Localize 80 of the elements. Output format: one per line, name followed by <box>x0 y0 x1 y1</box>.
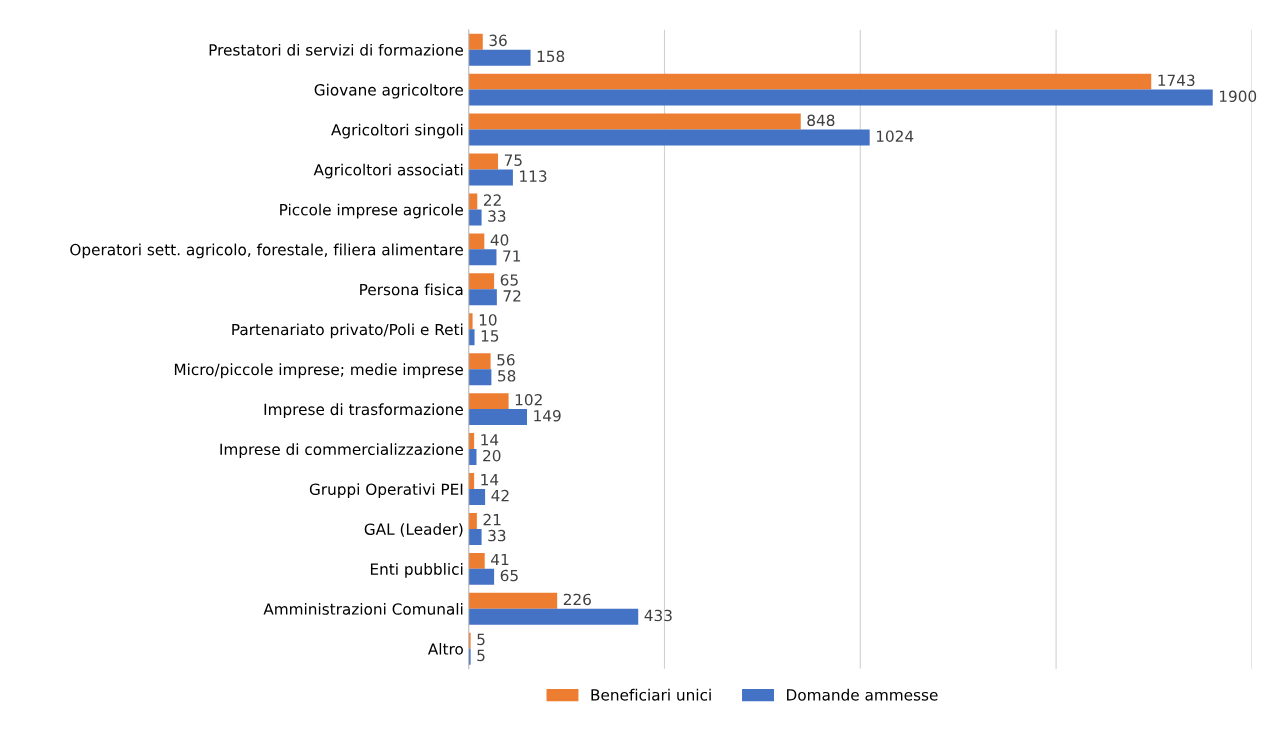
data-label: 14 <box>481 434 499 446</box>
data-label: 65 <box>500 274 518 286</box>
y-tick-label: Altro <box>427 642 463 655</box>
bar <box>468 488 486 505</box>
data-label: 10 <box>479 314 497 326</box>
bar <box>468 89 1213 106</box>
y-tick-label: Imprese di trasformazione <box>264 403 463 419</box>
bar <box>468 33 483 50</box>
bar <box>468 233 485 250</box>
data-label: 14 <box>481 474 499 486</box>
data-label: 65 <box>500 569 518 582</box>
data-label: 42 <box>491 489 509 502</box>
y-tick-label: GAL (Leader) <box>364 523 463 537</box>
bar <box>468 313 473 330</box>
data-label: 56 <box>497 354 515 366</box>
data-label: 5 <box>477 633 485 646</box>
bar <box>468 369 492 386</box>
legend-label: Domande ammesse <box>787 688 938 701</box>
data-label: 20 <box>483 449 501 462</box>
bar <box>468 169 513 186</box>
bar <box>468 193 478 210</box>
bar <box>468 528 482 545</box>
data-label: 149 <box>534 409 561 422</box>
data-label: 848 <box>807 114 835 127</box>
y-tick-label: Partenariato privato/Poli e Reti <box>232 323 463 339</box>
data-label: 1900 <box>1219 90 1257 103</box>
data-label: 75 <box>504 154 522 166</box>
bar <box>468 73 1152 90</box>
data-label: 22 <box>483 194 501 206</box>
bar <box>468 433 475 450</box>
bar <box>468 409 528 426</box>
data-label: 226 <box>563 593 591 606</box>
bar <box>468 289 497 306</box>
bar <box>468 273 495 290</box>
y-tick-label: Gruppi Operativi PEI <box>309 483 463 498</box>
bar <box>468 249 497 266</box>
data-label: 102 <box>515 394 542 406</box>
y-tick-label: Micro/piccole imprese; medie imprese <box>174 363 463 379</box>
data-label: 433 <box>644 609 672 622</box>
bar <box>468 129 870 146</box>
y-tick-label: Imprese di commercializzazione <box>220 443 463 459</box>
y-tick-label: Agricoltori associati <box>313 163 463 179</box>
y-tick-label: Prestatori di servizi di formazione <box>209 43 463 56</box>
data-label: 5 <box>477 649 485 662</box>
data-label: 36 <box>489 34 507 47</box>
data-label: 41 <box>491 553 509 566</box>
data-label: 15 <box>481 330 499 342</box>
bar <box>468 552 485 569</box>
data-label: 72 <box>503 290 521 302</box>
bar <box>468 153 499 170</box>
bar <box>468 209 482 226</box>
data-label: 71 <box>503 250 521 262</box>
y-tick-label: Giovane agricoltore <box>314 83 463 99</box>
bar <box>468 329 475 346</box>
bar <box>468 473 475 489</box>
bar <box>468 608 639 625</box>
data-label: 21 <box>483 513 501 526</box>
y-tick-label: Amministrazioni Comunali <box>263 602 463 615</box>
bar <box>468 449 477 466</box>
y-tick-label: Enti pubblici <box>370 563 463 578</box>
data-label: 58 <box>498 370 516 382</box>
bar <box>468 592 558 609</box>
bar <box>468 113 801 130</box>
data-label: 113 <box>520 170 547 182</box>
data-label: 158 <box>537 50 565 63</box>
legend-label: Beneficiari unici <box>591 688 711 701</box>
data-label: 33 <box>488 529 506 542</box>
bar <box>468 568 495 585</box>
y-tick-label: Operatori sett. agricolo, forestale, filiera alimentare <box>70 243 463 259</box>
y-tick-label: Agricoltori singoli <box>331 123 463 139</box>
data-label: 33 <box>488 210 506 222</box>
data-label: 1743 <box>1158 74 1195 87</box>
data-label: 1024 <box>876 130 914 142</box>
bar <box>468 393 509 410</box>
y-tick-label: Piccole imprese agricole <box>280 203 463 219</box>
y-tick-label: Persona fisica <box>360 283 463 296</box>
bar <box>468 49 531 66</box>
data-label: 40 <box>490 234 509 246</box>
bar <box>468 512 477 529</box>
bar <box>468 353 491 370</box>
